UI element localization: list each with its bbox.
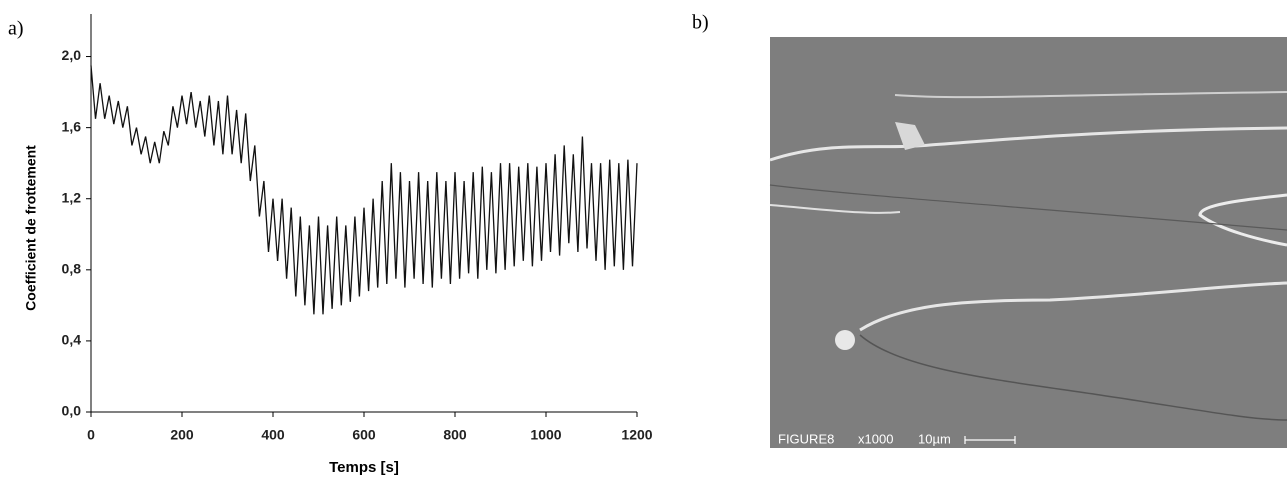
micrograph-background bbox=[770, 37, 1287, 448]
y-tick-label: 0,4 bbox=[62, 332, 82, 348]
scale-bar bbox=[964, 436, 1016, 444]
surface-streak bbox=[769, 204, 901, 214]
panel-label: a) bbox=[8, 18, 24, 40]
surface-crack bbox=[859, 334, 1287, 421]
x-tick-label: 400 bbox=[261, 427, 285, 443]
surface-streak bbox=[894, 91, 1287, 99]
x-tick-label: 1200 bbox=[621, 427, 652, 443]
x-axis-label: Temps [s] bbox=[329, 459, 399, 476]
particle bbox=[835, 330, 855, 350]
micrograph: FIGURE8 x1000 10µm bbox=[769, 37, 1287, 448]
surface-streak bbox=[1198, 193, 1287, 247]
micrograph-magnification: x1000 bbox=[858, 431, 893, 446]
x-tick-label: 800 bbox=[443, 427, 467, 443]
x-tick-label: 200 bbox=[170, 427, 194, 443]
surface-streak bbox=[859, 281, 1287, 332]
x-tick-label: 1000 bbox=[530, 427, 561, 443]
particle bbox=[895, 122, 925, 150]
x-tick-label: 600 bbox=[352, 427, 376, 443]
y-tick-label: 2,0 bbox=[62, 47, 82, 63]
x-tick-label: 0 bbox=[87, 427, 95, 443]
micrograph-label: FIGURE8 bbox=[778, 431, 834, 446]
surface-crack bbox=[769, 184, 1287, 231]
y-tick-label: 0,8 bbox=[62, 261, 82, 277]
surface-streak bbox=[769, 126, 1287, 162]
panel-label: b) bbox=[692, 12, 709, 34]
micrograph-scale: 10µm bbox=[918, 431, 951, 446]
y-axis-label: Coefficient de frottement bbox=[23, 145, 39, 311]
y-tick-label: 1,6 bbox=[62, 118, 82, 134]
y-tick-label: 1,2 bbox=[62, 189, 82, 205]
y-tick-label: 0,0 bbox=[62, 403, 82, 419]
data-line bbox=[90, 65, 638, 315]
